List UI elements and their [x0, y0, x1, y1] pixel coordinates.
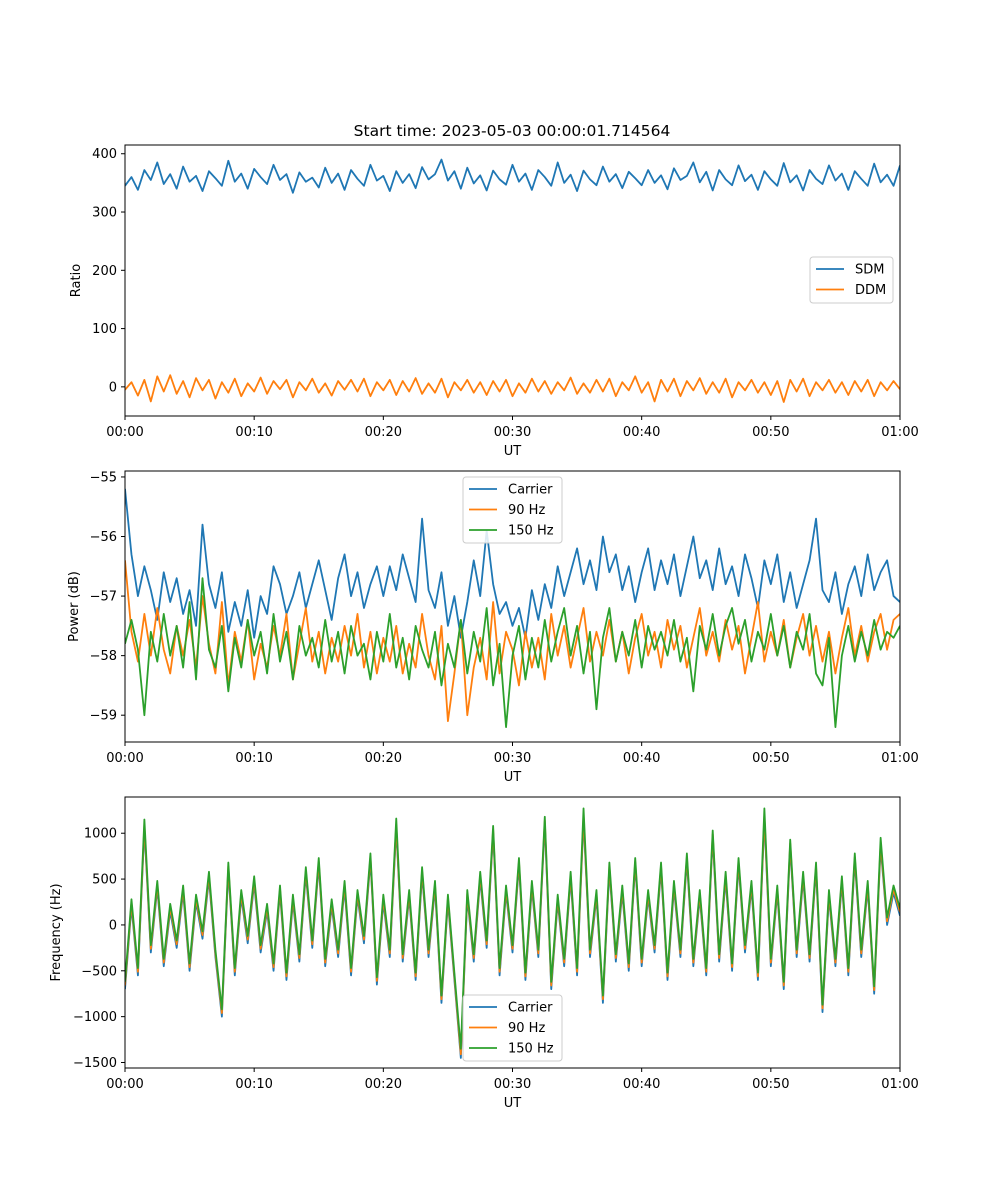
x-tick-label: 00:50 [752, 1077, 789, 1092]
legend-label: 90 Hz [508, 1021, 545, 1036]
x-tick-label: 01:00 [881, 751, 918, 766]
x-axis-label: UT [504, 444, 522, 459]
chart-panel-1: 00:00 00:10 00:20 00:30 00:40 00:50 01:00 UT 0 10… [69, 144, 919, 459]
chart-panel-3: 00:00 00:10 00:20 00:30 00:40 00:50 01:00 UT 100… [49, 796, 919, 1111]
x-tick-label: 00:30 [494, 751, 531, 766]
y-tick-label: −58 [90, 649, 117, 664]
x-tick-label: 00:30 [494, 425, 531, 440]
x-tick-label: 00:50 [752, 751, 789, 766]
y-tick-label: −500 [81, 964, 117, 979]
series-group [125, 807, 900, 1059]
legend: SDM DDM [809, 256, 894, 304]
x-tick-label: 00:20 [365, 425, 402, 440]
y-axis-label: Power (dB) [67, 571, 82, 642]
y-tick-label: 100 [92, 322, 117, 337]
y-tick-label: −59 [90, 709, 117, 724]
y-tick-label: 500 [92, 873, 117, 888]
series-line-sdm [125, 158, 900, 194]
y-tick-label: 1000 [84, 827, 117, 842]
legend-label: Carrier [508, 1001, 553, 1016]
legend-label: Carrier [508, 483, 553, 498]
x-tick-label: 00:40 [623, 1077, 660, 1092]
x-tick-label: 00:10 [235, 1077, 272, 1092]
x-tick-label: 00:10 [235, 425, 272, 440]
chart-panel-2: 00:00 00:10 00:20 00:30 00:40 00:50 01:00 UT −55… [67, 470, 919, 785]
y-tick-label: 200 [92, 264, 117, 279]
x-tick-label: 00:00 [106, 1077, 143, 1092]
x-tick-label: 01:00 [881, 1077, 918, 1092]
x-tick-label: 00:20 [365, 1077, 402, 1092]
legend-label: SDM [855, 263, 884, 278]
x-tick-label: 00:00 [106, 425, 143, 440]
figure-title: Start time: 2023-05-03 00:00:01.714564 [354, 122, 671, 140]
y-tick-label: 400 [92, 147, 117, 162]
x-tick-label: 00:20 [365, 751, 402, 766]
x-tick-label: 00:40 [623, 425, 660, 440]
y-tick-label: 0 [109, 380, 117, 395]
y-axis-label: Frequency (Hz) [49, 883, 64, 981]
series-line-150-hz [125, 807, 900, 1050]
x-axis-label: UT [504, 770, 522, 785]
x-tick-label: 00:00 [106, 751, 143, 766]
x-tick-label: 01:00 [881, 425, 918, 440]
x-tick-label: 00:40 [623, 751, 660, 766]
x-tick-label: 00:10 [235, 751, 272, 766]
series-group [125, 488, 900, 729]
legend-box [462, 994, 563, 1062]
y-tick-label: −57 [90, 590, 117, 605]
series-line-ddm [125, 374, 900, 403]
y-tick-label: 0 [109, 918, 117, 933]
y-tick-label: −1500 [73, 1056, 117, 1071]
legend-label: DDM [855, 283, 886, 298]
x-tick-label: 00:50 [752, 425, 789, 440]
y-axis-label: Ratio [69, 264, 84, 297]
series-line-150-hz [125, 577, 900, 729]
legend: Carrier 90 Hz 150 Hz [462, 994, 563, 1062]
y-tick-label: −55 [90, 470, 117, 485]
legend-label: 90 Hz [508, 503, 545, 518]
x-axis-label: UT [504, 1096, 522, 1111]
legend-label: 150 Hz [508, 524, 554, 539]
series-group [125, 158, 900, 403]
y-tick-label: 300 [92, 206, 117, 221]
panels: 00:00 00:10 00:20 00:30 00:40 00:50 01:00 UT 0 10… [49, 144, 919, 1111]
x-tick-label: 00:30 [494, 1077, 531, 1092]
series-line-carrier [125, 488, 900, 639]
legend: Carrier 90 Hz 150 Hz [462, 476, 563, 544]
legend-label: 150 Hz [508, 1042, 554, 1057]
y-tick-label: −56 [90, 530, 117, 545]
y-tick-label: −1000 [73, 1010, 117, 1025]
series-line-90-hz [125, 560, 900, 723]
legend-box [462, 476, 563, 544]
